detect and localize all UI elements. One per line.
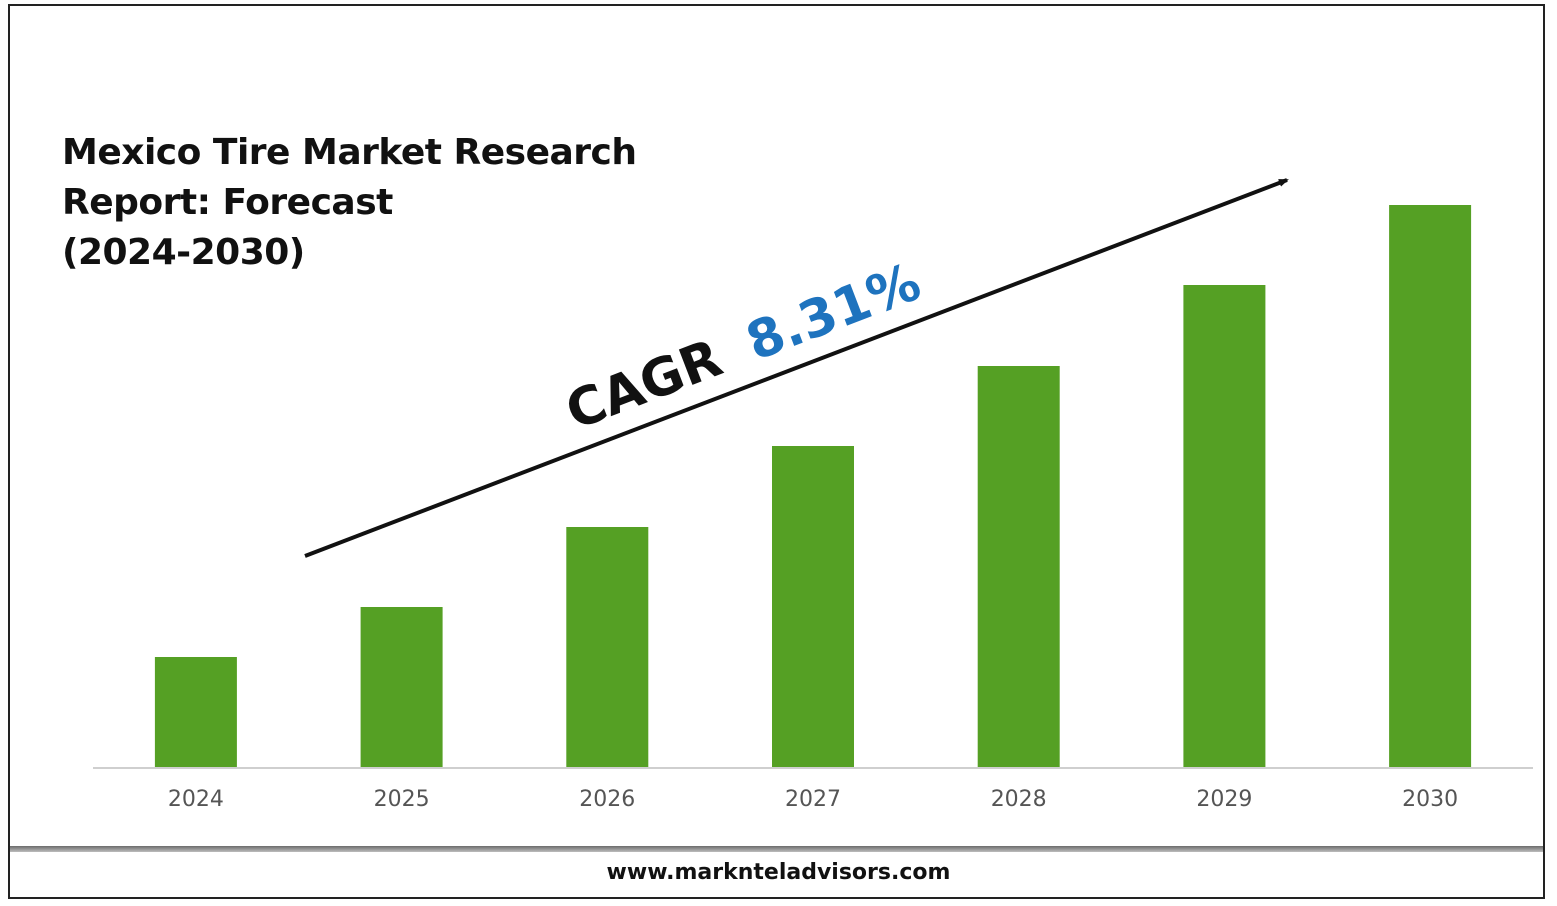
x-tick-label: 2025: [374, 787, 430, 812]
bar-2030: [1389, 205, 1472, 768]
bar-2025: [360, 607, 443, 768]
x-tick-label: 2029: [1196, 787, 1252, 812]
x-tick-label: 2030: [1402, 787, 1458, 812]
title-line-3: (2024-2030): [62, 232, 305, 273]
title-line-1: Mexico Tire Market Research: [62, 132, 637, 173]
bar-2027: [772, 446, 854, 768]
title-line-2: Report: Forecast: [62, 182, 393, 223]
bar-2026: [566, 527, 649, 768]
x-tick-label: 2028: [991, 787, 1047, 812]
trend-arrow: [304, 178, 1289, 558]
bar-2029: [1183, 285, 1266, 768]
x-tick-label: 2026: [579, 787, 635, 812]
x-tick-label: 2024: [168, 787, 224, 812]
bar-2024: [154, 657, 237, 768]
cagr-annotation: CAGR 8.31%: [558, 252, 928, 442]
footer-url: www.marknteladvisors.com: [606, 860, 951, 885]
bars-group: [154, 205, 1472, 768]
bar-2028: [977, 366, 1060, 768]
x-tick-label: 2027: [785, 787, 841, 812]
chart-title: Mexico Tire Market Research Report: Fore…: [62, 128, 637, 278]
x-tick-labels: 2024 2025 2026 2027 2028 2029 2030: [168, 787, 1458, 812]
footer-divider: [10, 846, 1543, 852]
